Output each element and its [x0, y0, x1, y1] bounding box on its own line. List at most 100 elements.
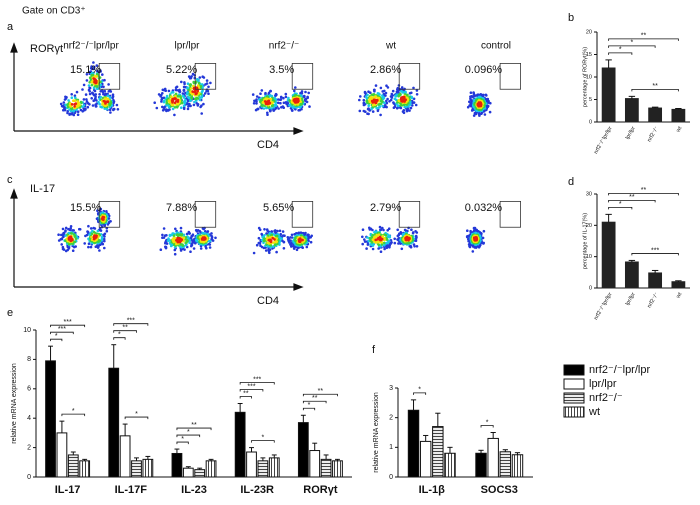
- flow-dot: [363, 238, 366, 241]
- significance-label: *: [187, 429, 190, 436]
- flow-dot: [409, 106, 413, 110]
- flow-dot: [103, 97, 107, 101]
- significance-bracket: [176, 427, 212, 431]
- y-tick-label: 10: [23, 327, 31, 334]
- flow-dot: [165, 234, 168, 237]
- flow-dot: [105, 229, 109, 233]
- flow-dot: [207, 85, 210, 89]
- flow-dot: [69, 225, 73, 228]
- flow-dot: [195, 102, 198, 105]
- flow-dot: [71, 242, 75, 245]
- flow-dot: [180, 80, 183, 84]
- bar: [407, 409, 420, 478]
- flow-dot: [74, 237, 78, 240]
- flow-dot: [393, 105, 397, 108]
- flow-dot: [295, 99, 299, 103]
- significance-bracket: [50, 324, 86, 328]
- flow-dot: [95, 87, 99, 90]
- bar-chart: 0 1 2 3 relative mRNA expression IL-1β SOCS3 * *: [373, 385, 533, 496]
- flow-dot: [98, 102, 101, 106]
- flow-plot: 0.032%: [465, 200, 522, 253]
- flow-dot: [168, 108, 171, 111]
- flow-dot: [369, 91, 372, 94]
- flow-dot: [162, 236, 166, 239]
- flow-dot: [279, 101, 282, 105]
- significance-bracket: [631, 88, 679, 92]
- flow-dot: [287, 96, 290, 100]
- flow-dot: [385, 241, 388, 245]
- flow-dot: [270, 107, 273, 110]
- flow-dot: [70, 93, 73, 96]
- bar: [56, 432, 68, 478]
- flow-dot: [274, 234, 278, 238]
- flow-dot: [365, 247, 368, 250]
- significance-label: **: [629, 194, 635, 201]
- flow-dot: [73, 105, 76, 108]
- flow-dot: [182, 96, 186, 99]
- flow-x-label: CD4: [257, 139, 279, 151]
- flow-dot: [95, 105, 98, 108]
- flow-plot: 3.5%: [251, 63, 314, 116]
- flow-axes: [10, 42, 304, 291]
- flow-dot: [102, 85, 105, 89]
- flow-dot: [62, 101, 66, 104]
- flow-dot: [195, 96, 198, 100]
- flow-dot: [179, 96, 183, 100]
- gate: [398, 63, 421, 90]
- significance-label: *: [619, 201, 622, 208]
- significance-label: *: [181, 436, 184, 443]
- flow-dot: [67, 99, 70, 102]
- flow-dot: [112, 98, 115, 102]
- flow-dot: [102, 216, 105, 219]
- flow-dot: [363, 240, 367, 243]
- bar: [297, 422, 309, 478]
- significance-label: **: [652, 83, 658, 90]
- flow-dot: [57, 233, 60, 236]
- gate: [98, 63, 121, 90]
- flow-dot: [192, 247, 196, 250]
- flow-dot: [87, 242, 91, 245]
- x-tick-label: IL-1β: [419, 484, 446, 496]
- flow-dot: [290, 109, 294, 112]
- flow-dot: [111, 96, 114, 100]
- significance-label: ***: [253, 376, 261, 383]
- flow-dot: [376, 96, 380, 100]
- flow-dot: [299, 91, 302, 95]
- significance-label: **: [641, 33, 647, 40]
- flow-dot: [88, 81, 91, 84]
- significance-label: *: [55, 333, 58, 340]
- flow-dot: [87, 245, 90, 249]
- bar: [131, 460, 142, 478]
- x-tick-label: lpr/lpr: [625, 126, 637, 141]
- flow-dot: [379, 228, 382, 232]
- flow-dot: [210, 232, 213, 235]
- bar: [475, 452, 487, 478]
- significance-bracket: [608, 192, 679, 196]
- flow-dot: [180, 106, 183, 109]
- flow-plot-title: control: [481, 41, 511, 52]
- flow-dot: [69, 236, 72, 240]
- significance-label: *: [308, 402, 311, 409]
- significance-bracket: [61, 413, 86, 417]
- flow-dot: [63, 98, 67, 101]
- flow-dot: [415, 93, 419, 96]
- flow-dot: [78, 227, 81, 231]
- flow-dot: [185, 232, 189, 236]
- flow-dot: [298, 240, 302, 243]
- flow-dot: [204, 83, 207, 86]
- flow-dot: [290, 236, 294, 239]
- flow-dot: [73, 94, 77, 97]
- flow-dot: [202, 102, 205, 106]
- flow-dot: [155, 106, 159, 110]
- flow-dot: [373, 90, 376, 93]
- y-tick-label: 2: [389, 415, 393, 422]
- flow-dot: [214, 236, 217, 240]
- flow-dot: [368, 228, 372, 231]
- flow-dot: [399, 232, 403, 235]
- legend-swatch: [563, 378, 585, 390]
- bar: [108, 367, 120, 478]
- flow-dot: [255, 243, 259, 247]
- flow-dot: [280, 106, 283, 109]
- flow-dot: [89, 245, 93, 249]
- flow-dot: [251, 93, 255, 96]
